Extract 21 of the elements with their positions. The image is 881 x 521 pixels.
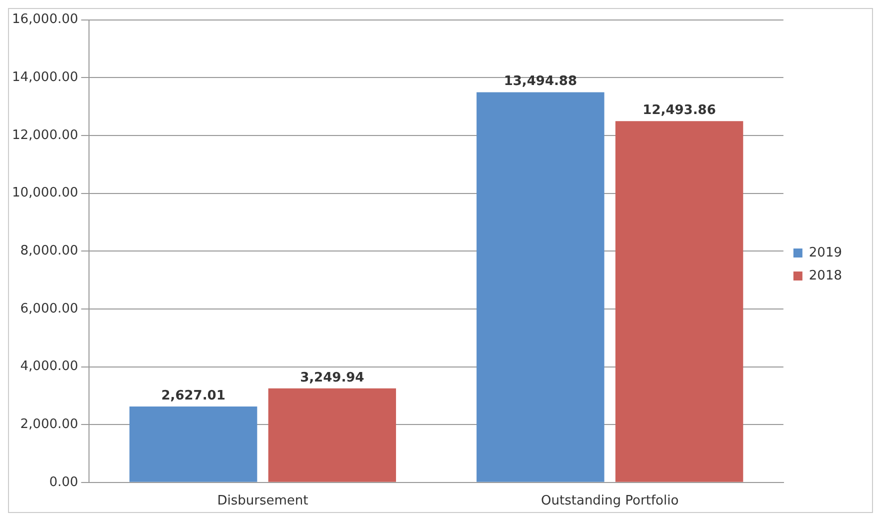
y-tick-label: 16,000.00 [12, 12, 78, 28]
data-label: 13,494.88 [504, 74, 578, 90]
x-tick-label: Disbursement [217, 494, 308, 509]
bar [268, 388, 396, 482]
y-tick-label: 12,000.00 [12, 128, 78, 143]
legend-label: 2019 [808, 245, 842, 260]
y-tick-label: 4,000.00 [20, 359, 78, 374]
data-label: 3,249.94 [300, 370, 364, 386]
data-label: 12,493.86 [642, 103, 716, 118]
y-tick-label: 10,000.00 [12, 186, 78, 201]
x-tick-label: Outstanding Portfolio [541, 494, 679, 509]
y-tick-label: 8,000.00 [20, 243, 78, 258]
data-label: 2,627.01 [161, 388, 226, 404]
bar [615, 121, 744, 482]
y-tick-label: 0.00 [49, 474, 78, 490]
legend-label: 2018 [808, 268, 842, 284]
bar [129, 406, 258, 482]
y-tick-label: 2,000.00 [20, 416, 78, 432]
y-tick-label: 14,000.00 [12, 70, 78, 85]
y-tick-label: 6,000.00 [20, 301, 78, 316]
bar [476, 92, 604, 482]
